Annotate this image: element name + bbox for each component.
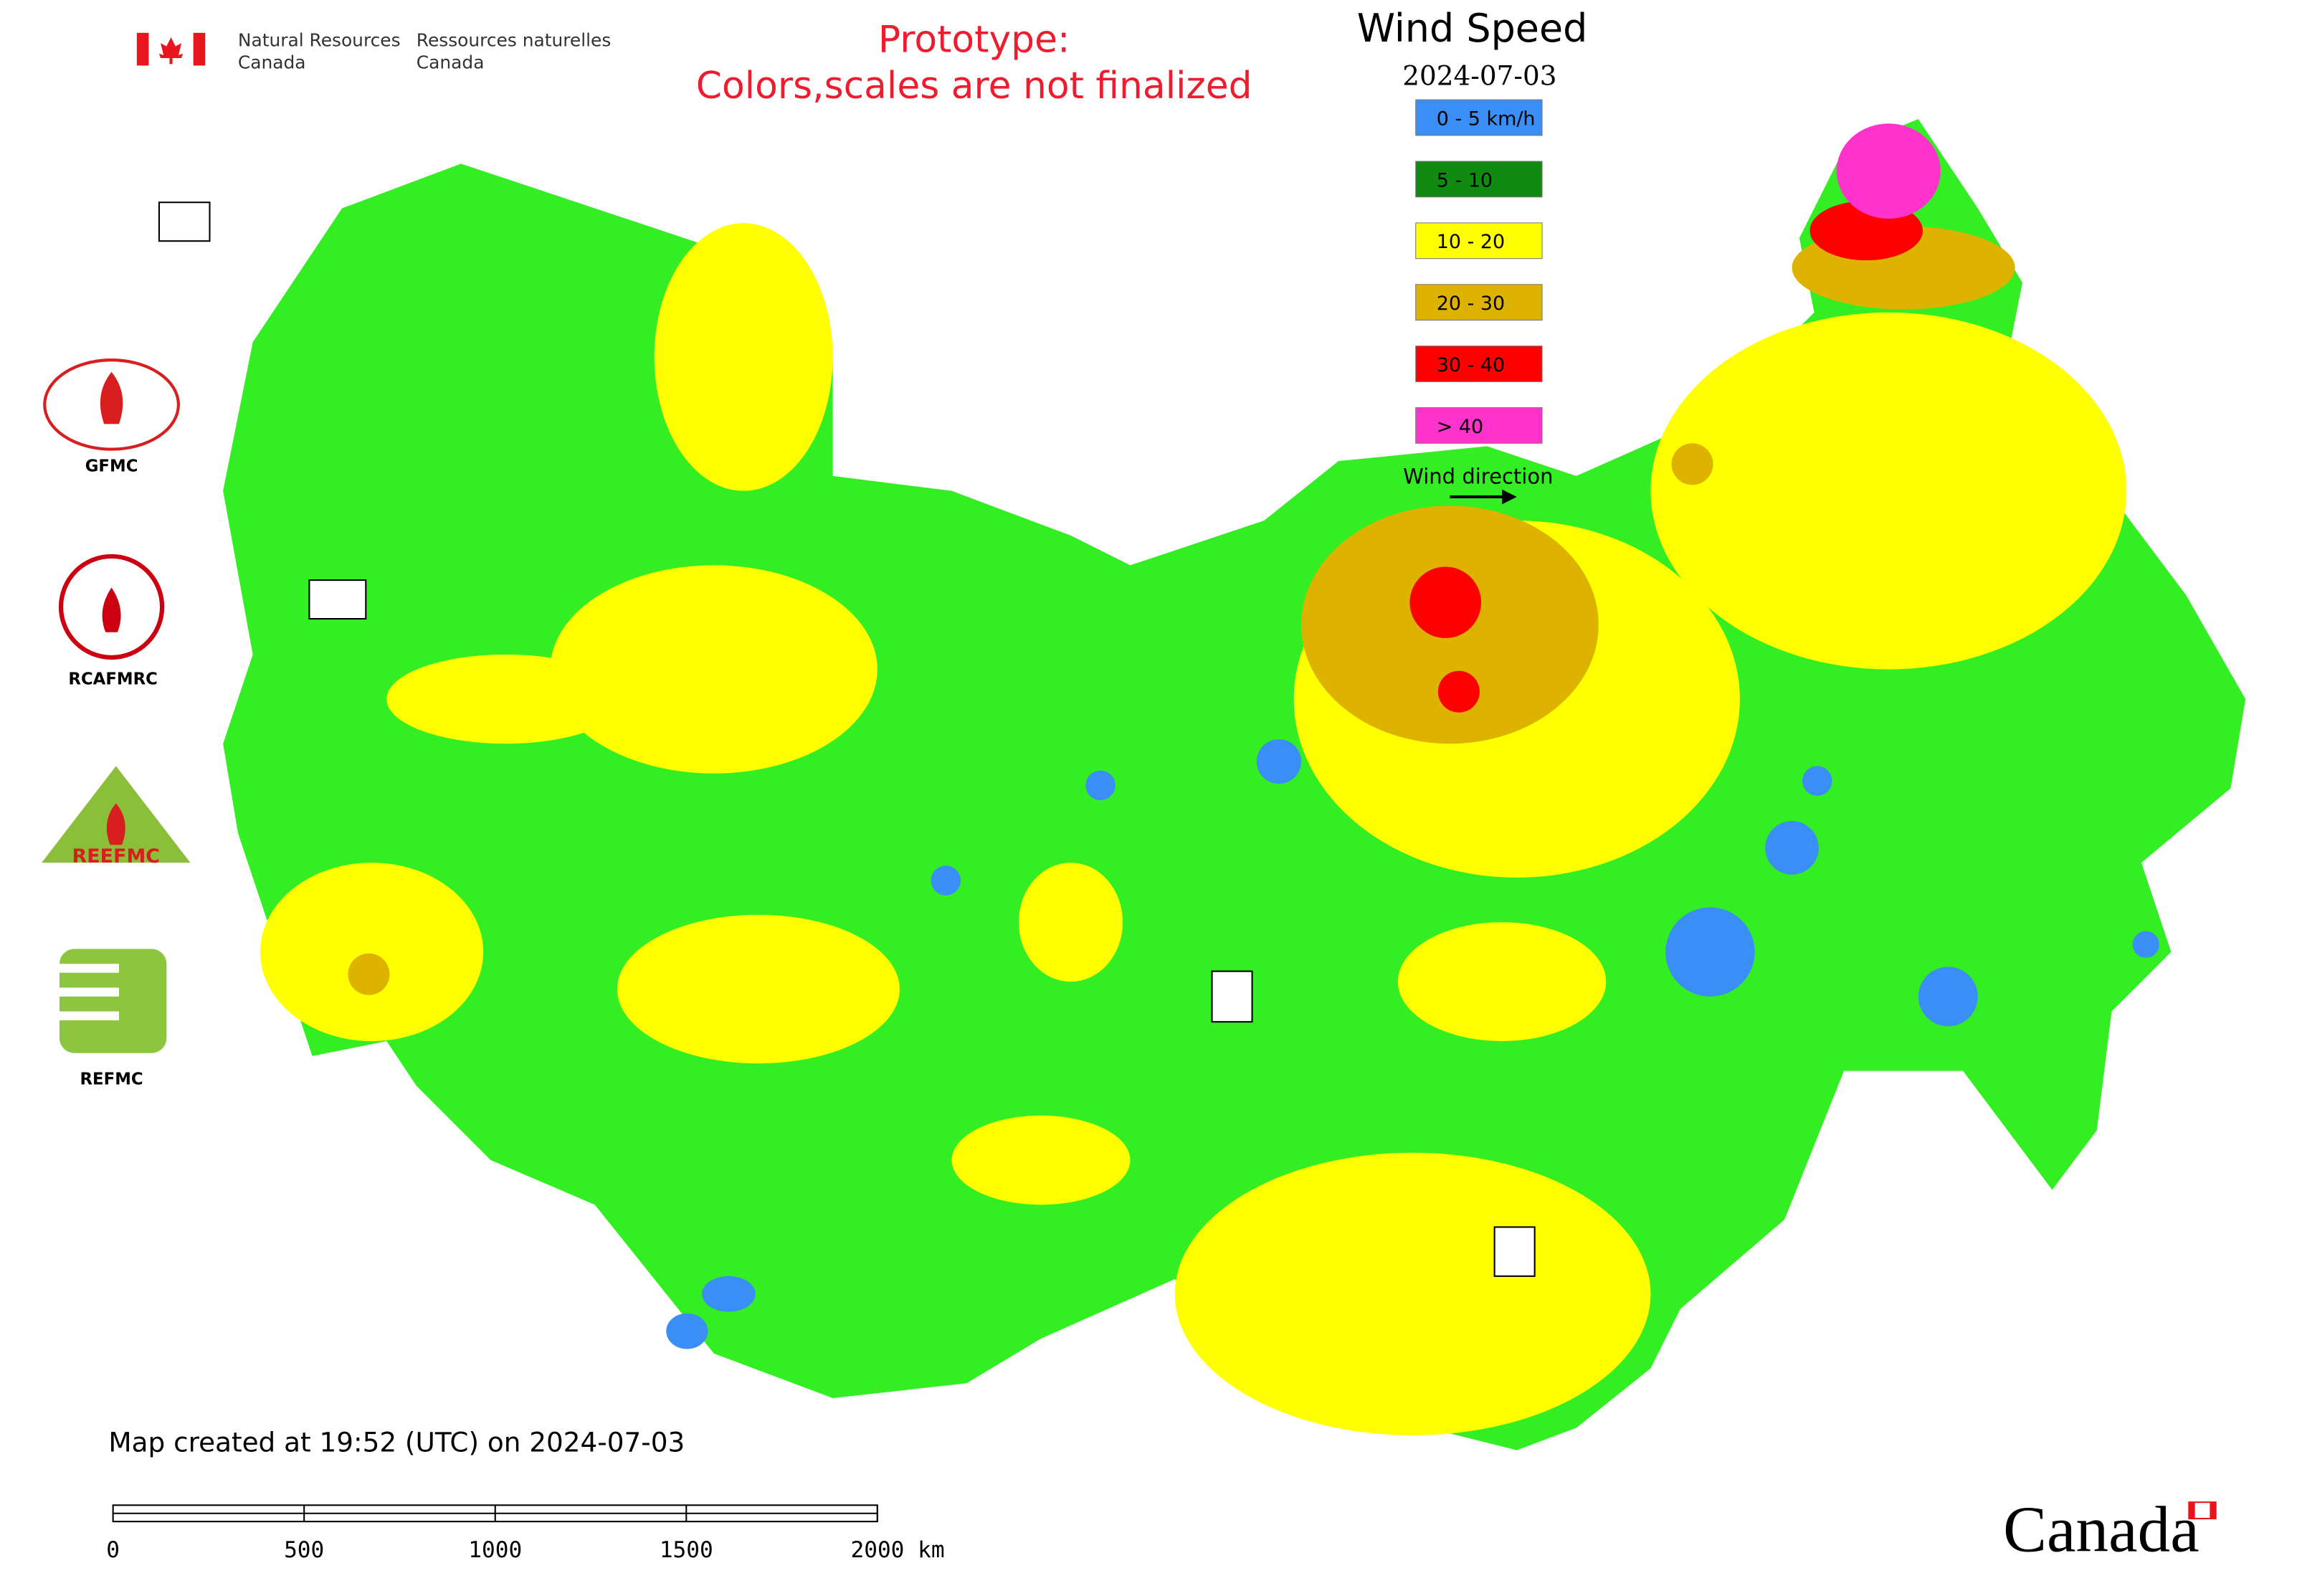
region: [386, 654, 625, 744]
region: [1085, 770, 1116, 801]
map-marker: [1493, 1226, 1536, 1277]
scale-label: 0: [106, 1537, 120, 1563]
map-marker: [158, 201, 211, 242]
region: [1802, 766, 1832, 796]
logo-rcafmrc: [58, 554, 165, 660]
agency-fr: Ressources naturelles: [417, 29, 612, 50]
region: [1256, 739, 1302, 784]
wind-direction-label: Wind direction: [1403, 464, 1553, 488]
region: [702, 1276, 756, 1312]
logo-reefmc: [42, 766, 191, 863]
region: [1671, 443, 1713, 485]
region: [1174, 1152, 1651, 1435]
legend-label: 0 - 5 km/h: [1437, 108, 1536, 130]
region: [1437, 670, 1480, 713]
region: [348, 953, 390, 995]
legend-swatch: [1415, 284, 1543, 321]
legend-label: > 40: [1437, 416, 1483, 438]
region: [1765, 821, 1819, 875]
legend-label: 10 - 20: [1437, 231, 1505, 253]
flag: [136, 32, 206, 66]
created-note: Map created at 19:52 (UTC) on 2024-07-03: [108, 1427, 685, 1458]
map: [223, 119, 2246, 1450]
scale-label: 2000 km: [850, 1537, 944, 1563]
legend-label: 20 - 30: [1437, 293, 1505, 315]
legend-label: 5 - 10: [1437, 169, 1493, 191]
legend-swatch: [1415, 407, 1543, 444]
region: [617, 914, 900, 1064]
logo-label: GFMC: [85, 457, 138, 476]
logo-label: RCAFMRC: [68, 670, 157, 688]
legend-swatch: [1415, 222, 1543, 260]
wind-arrow: [1450, 489, 1517, 505]
region: [951, 1115, 1131, 1205]
scale-label: 1500: [660, 1537, 713, 1563]
region: [1665, 907, 1755, 997]
legend: 0 - 5 km/h 5 - 10 10 - 20 20 - 30 30 - 40 > 4…: [1415, 99, 1543, 444]
logo-gfmc: [43, 358, 180, 451]
agency-en: Canada: [238, 52, 306, 73]
logo-text: REEFMC: [72, 845, 160, 868]
region: [1918, 966, 1978, 1027]
scale-label: 1000: [468, 1537, 522, 1563]
agency-en: Natural Resources: [238, 29, 401, 50]
legend-swatch: [1415, 161, 1543, 198]
wordmark-flag: [2188, 1501, 2217, 1520]
region: [1836, 123, 1941, 219]
logo-refmc: [59, 949, 167, 1053]
region: [1018, 863, 1123, 982]
region: [654, 223, 833, 491]
region: [1397, 922, 1607, 1042]
region: [260, 863, 484, 1042]
notice: Colors,scales are not finalized: [696, 65, 1252, 108]
legend-title: Wind Speed: [1357, 6, 1588, 51]
notice: Prototype:: [878, 19, 1070, 62]
region: [1650, 312, 2127, 670]
legend-swatch: [1415, 346, 1543, 382]
region: [2132, 931, 2159, 958]
region: [666, 1313, 708, 1349]
legend-date: 2024-07-03: [1402, 60, 1556, 91]
region: [550, 565, 877, 774]
wordmark: Canada: [2003, 1493, 2199, 1566]
legend-label: 30 - 40: [1437, 354, 1505, 376]
scale-bar: 0 500 1000 1500 2000 km: [106, 1504, 945, 1563]
scale-label: 500: [284, 1537, 324, 1563]
region: [931, 865, 961, 896]
region: [1409, 566, 1481, 639]
map-marker: [308, 579, 367, 620]
agency-fr: Canada: [417, 52, 485, 73]
logo-label: REFMC: [80, 1070, 143, 1088]
legend-swatch: [1415, 99, 1543, 136]
map-marker: [1211, 970, 1253, 1023]
